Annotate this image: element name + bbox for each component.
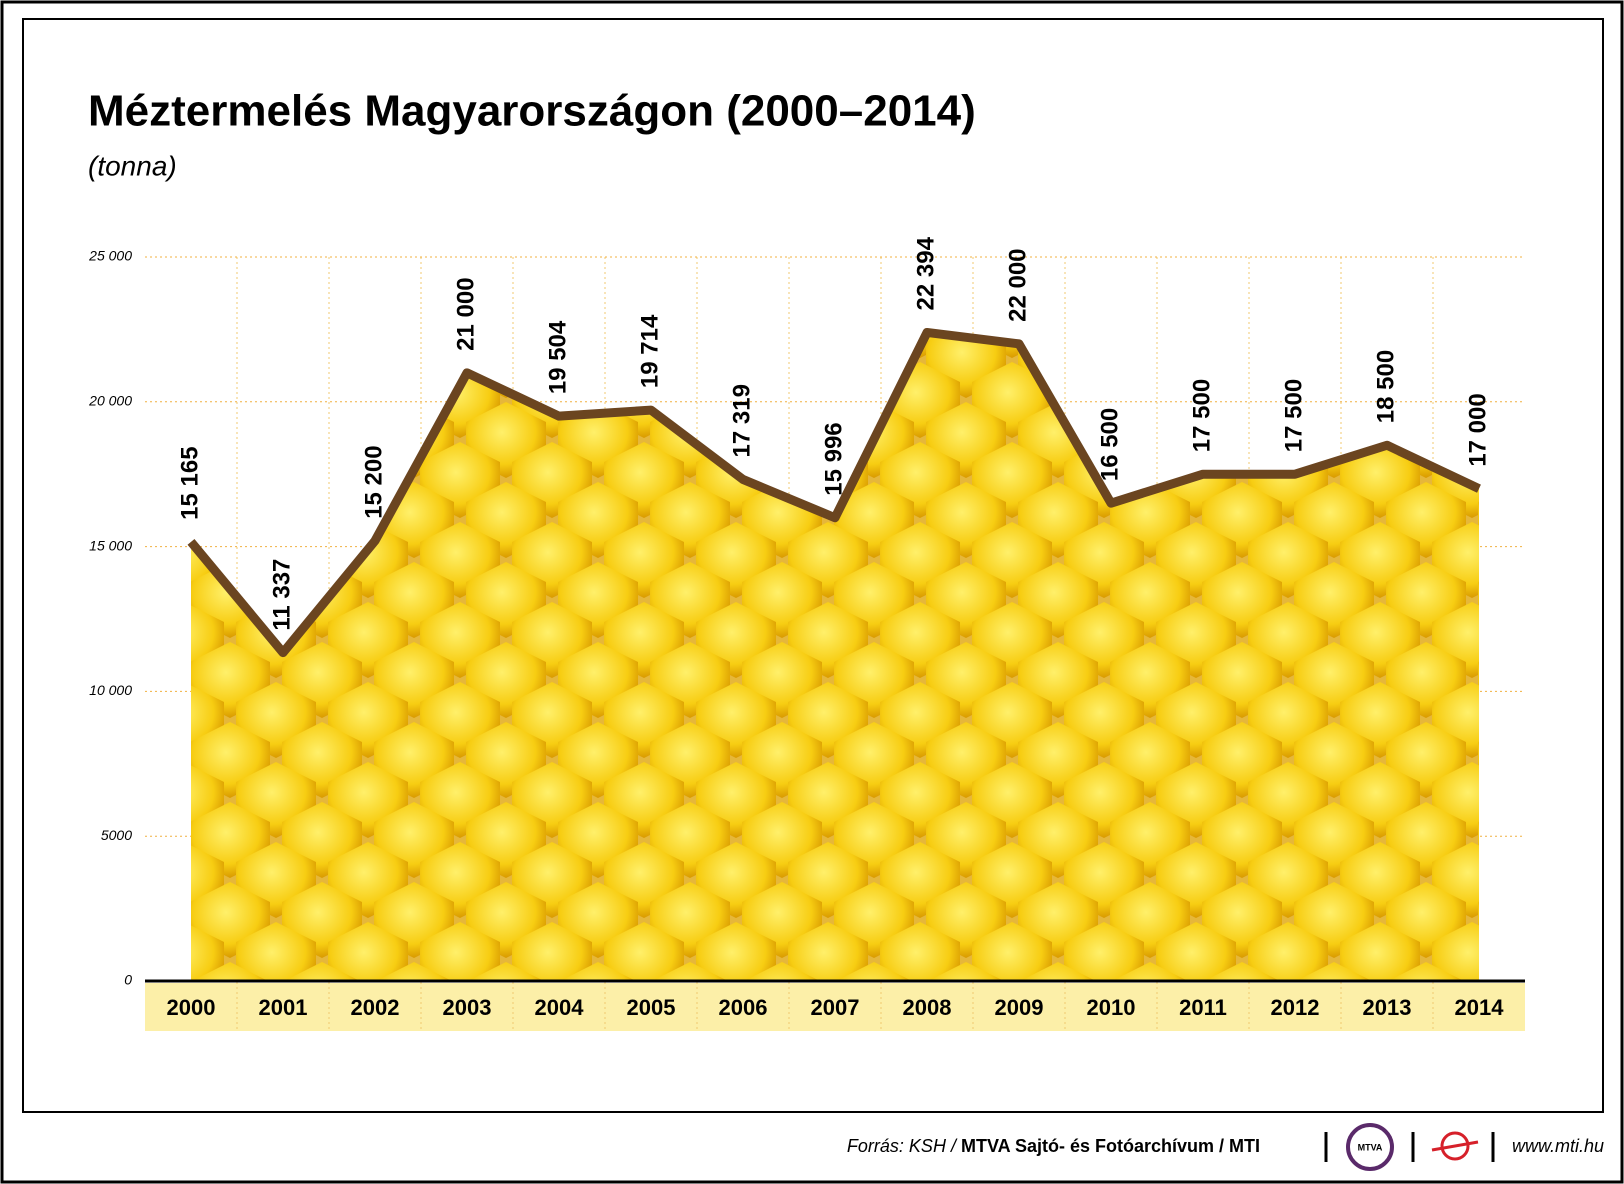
value-label: 17 500 <box>1280 379 1307 452</box>
y-tick-label: 25 000 <box>88 248 132 264</box>
x-tick-label: 2006 <box>719 995 768 1020</box>
value-label: 21 000 <box>452 277 479 350</box>
source-prefix: Forrás: KSH / <box>847 1136 958 1156</box>
x-tick-label: 2005 <box>627 995 676 1020</box>
y-tick-label: 15 000 <box>89 537 132 553</box>
x-tick-label: 2001 <box>259 995 308 1020</box>
x-tick-label: 2002 <box>351 995 400 1020</box>
chart-subtitle: (tonna) <box>88 150 177 181</box>
footer: Forrás: KSH / MTVA Sajtó- és Fotóarchívu… <box>847 1123 1604 1171</box>
logo-circle <box>1346 1123 1394 1171</box>
x-tick-label: 2004 <box>535 995 585 1020</box>
value-label: 17 500 <box>1188 379 1215 452</box>
y-tick-label: 5000 <box>101 827 132 843</box>
x-tick-label: 2009 <box>995 995 1044 1020</box>
plot: 0 5000 10 000 15 000 20 000 25 000 15 165 11 33… <box>88 236 1525 1031</box>
value-label: 19 504 <box>544 320 571 394</box>
value-label: 15 996 <box>820 422 847 495</box>
inner-frame <box>22 18 1604 1113</box>
x-tick-label: 2010 <box>1087 995 1136 1020</box>
footer-source: Forrás: KSH / MTVA Sajtó- és Fotóarchívu… <box>847 1136 1260 1156</box>
value-label: 11 337 <box>268 559 295 631</box>
url: www.mti.hu <box>1512 1136 1604 1156</box>
mti-logo <box>1431 1140 1479 1152</box>
logo: MTVA <box>1358 1142 1383 1152</box>
source: MTVA Sajtó- és Fotóarchívum / MTI <box>961 1136 1260 1156</box>
value-label: 15 200 <box>360 445 387 518</box>
y-tick-label: 0 <box>124 972 132 988</box>
y-tick-label: 10 000 <box>89 682 132 698</box>
x-tick-label: 2000 <box>167 995 216 1020</box>
value-label: 18 500 <box>1372 350 1399 423</box>
area <box>191 332 1479 982</box>
category-band <box>145 983 1525 1031</box>
y-tick-label: 20 000 <box>88 393 132 409</box>
value-label: 22 394 <box>912 236 939 310</box>
x-tick-label: 2007 <box>811 995 860 1020</box>
x-tick-label: 2011 <box>1179 995 1227 1020</box>
value-label: 22 000 <box>1004 248 1031 321</box>
x-tick-label: 2013 <box>1363 995 1412 1020</box>
value-label: 15 165 <box>176 446 203 519</box>
x-tick-label: 2003 <box>443 995 492 1020</box>
line <box>187 327 1481 658</box>
chart-title: Méztermelés Magyarországon (2000–2014) <box>88 87 976 136</box>
value-label: 19 714 <box>636 314 663 388</box>
mti-logo <box>1440 1131 1470 1161</box>
value-label: 16 500 <box>1096 408 1123 481</box>
value-label: 17 319 <box>728 384 755 457</box>
x-tick-label: 2008 <box>903 995 952 1020</box>
x-tick-label: 2012 <box>1271 995 1320 1020</box>
value-label: 17 000 <box>1464 393 1491 466</box>
x-tick-label: 2014 <box>1455 995 1505 1020</box>
